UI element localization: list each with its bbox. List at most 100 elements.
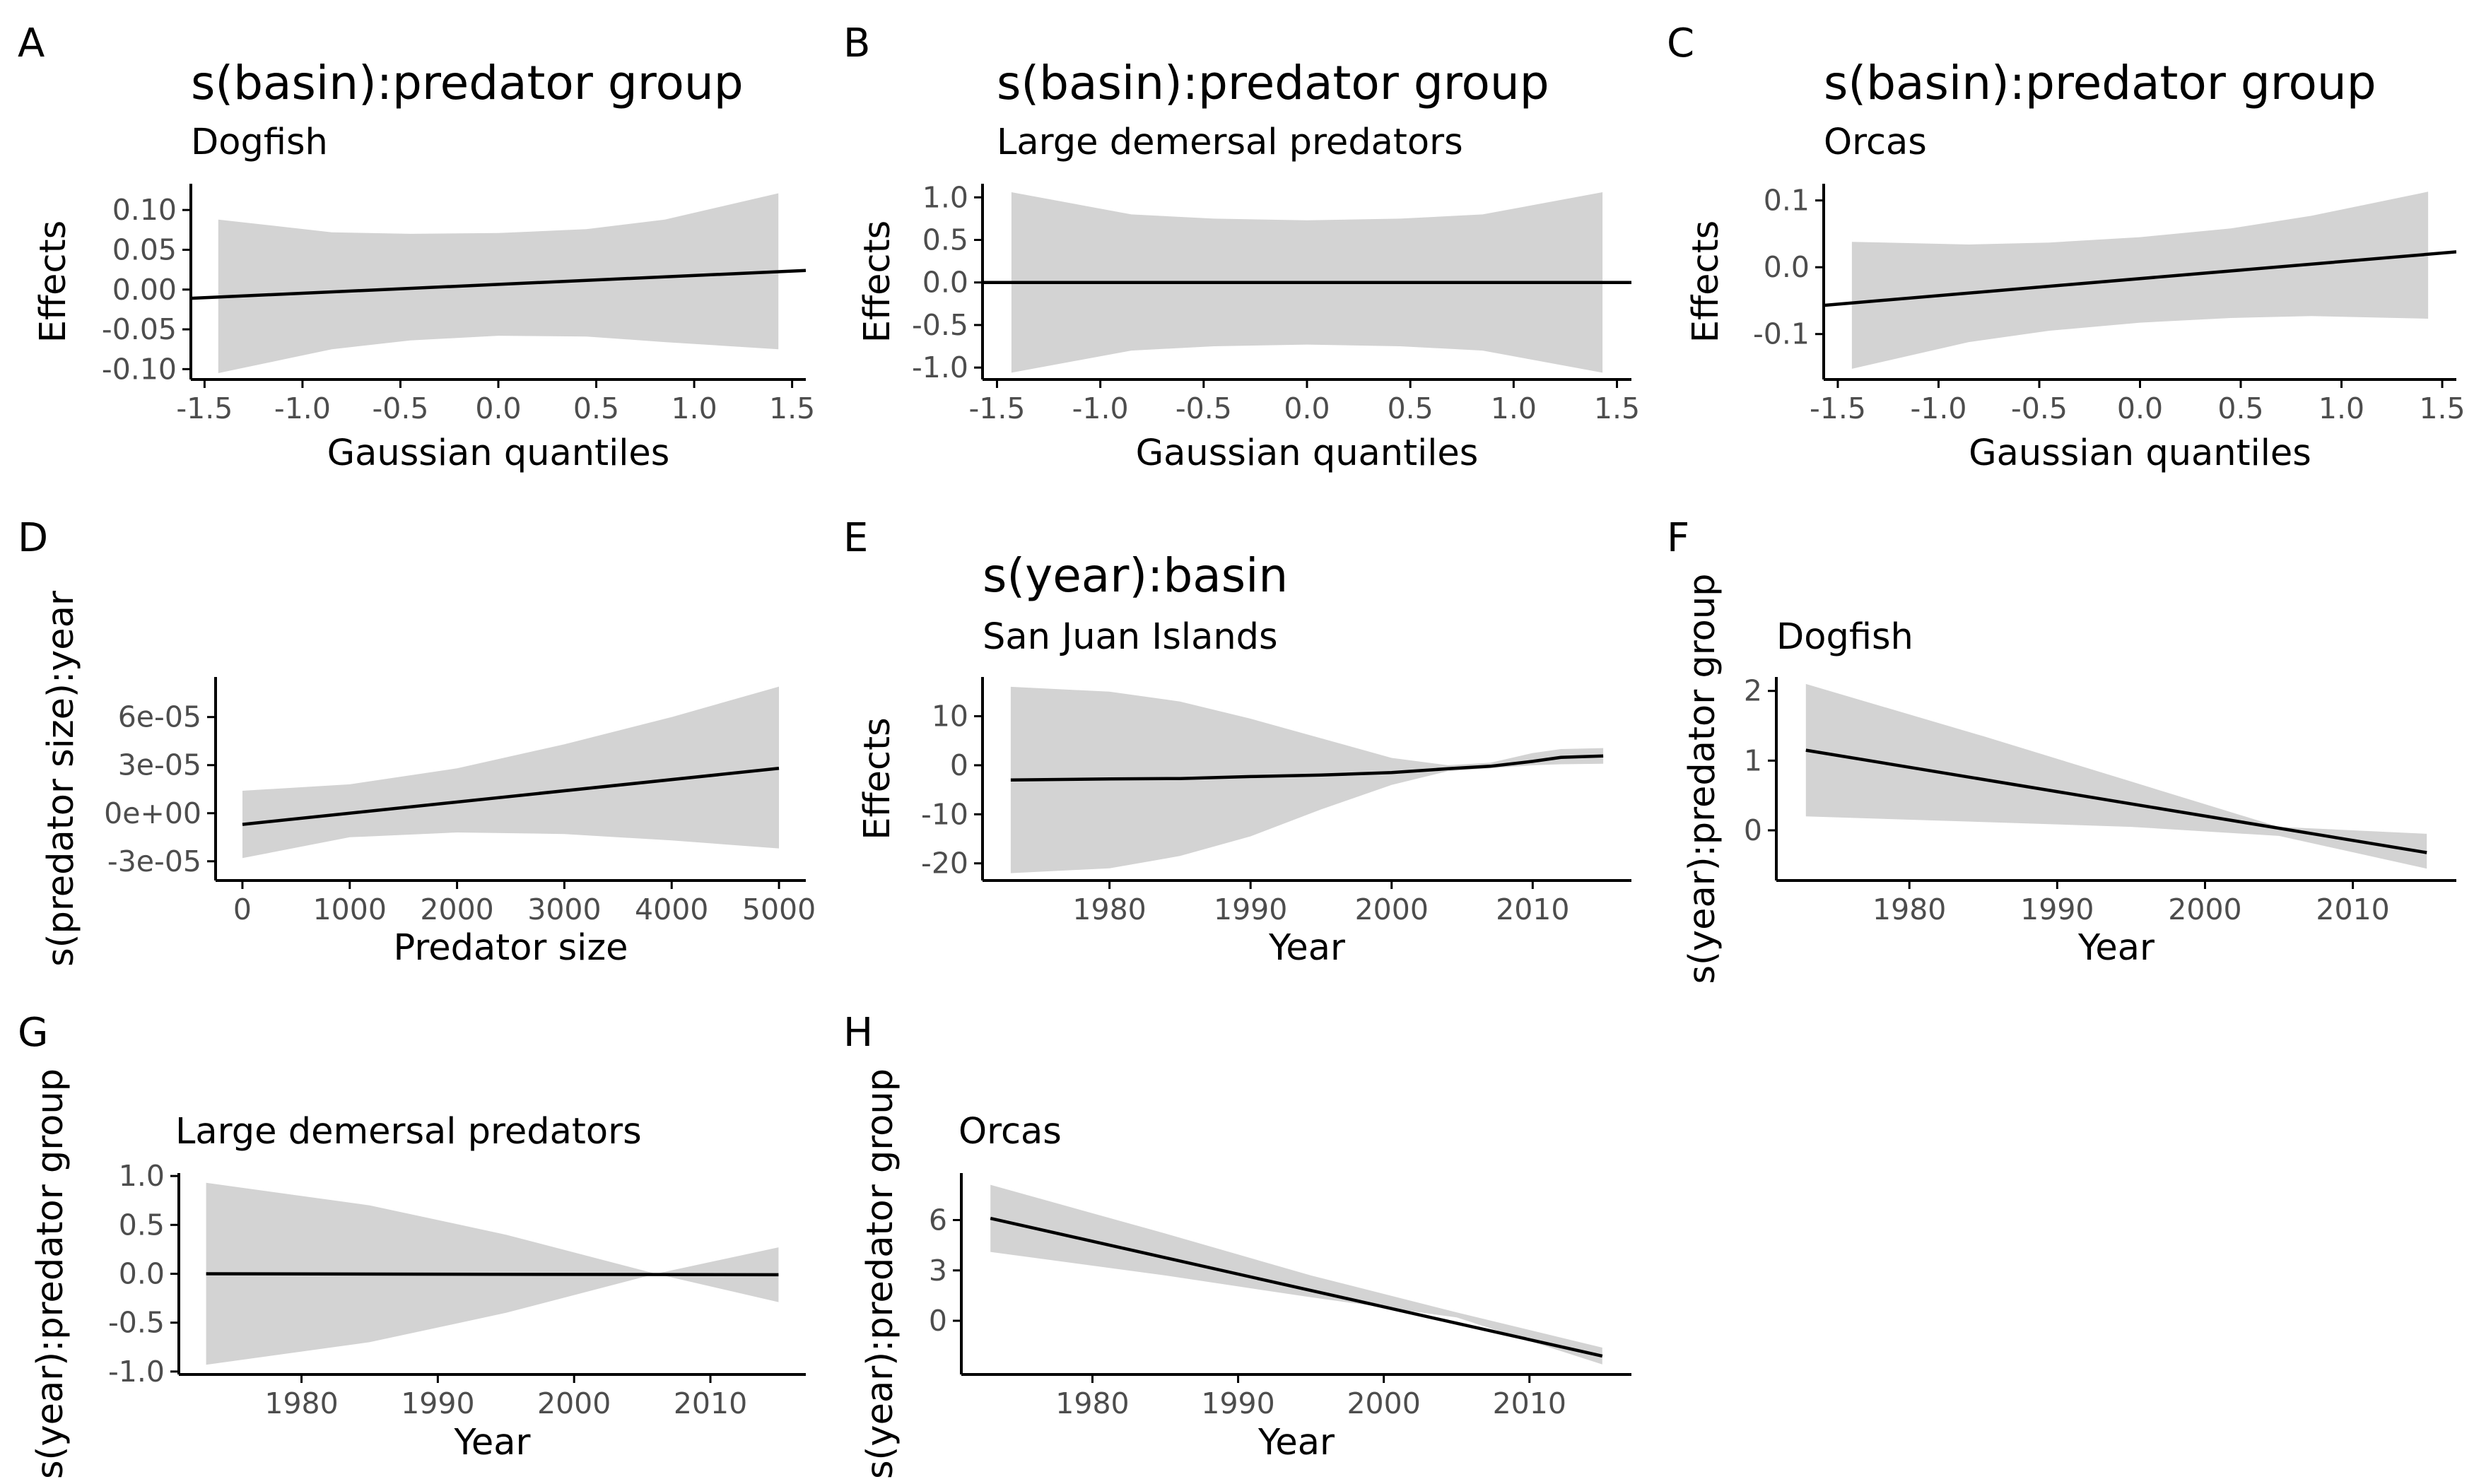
x-axis-label: Gaussian quantiles [327, 432, 670, 474]
y-axis-label: Effects [857, 220, 898, 343]
x-tick-label: 0.5 [1388, 391, 1434, 425]
y-tick-label: 0.5 [922, 223, 968, 257]
panel-tag: A [18, 20, 45, 66]
fitted-line [1824, 250, 2456, 307]
x-tick-label: -0.5 [2011, 391, 2068, 425]
fitted-line [191, 269, 806, 300]
panel-h: H Orcas 1980 1990 2000 2010 0 3 6 Year s(year):pre… [843, 1010, 1631, 1479]
panel-subtitle: Orcas [958, 1111, 1062, 1153]
y-axis-label: s(year):predator group [30, 1068, 71, 1479]
fitted-line [242, 767, 780, 826]
x-tick-label: 2010 [1496, 893, 1569, 926]
x-tick-label: 2010 [2316, 893, 2389, 926]
panel-title: s(year):basin [983, 548, 1288, 603]
panel-tag: B [843, 20, 870, 66]
y-tick-label: 1 [1744, 743, 1762, 777]
x-tick-label: 0.0 [1284, 391, 1330, 425]
y-tick-label: 0e+00 [104, 796, 201, 830]
x-tick-label: 2000 [420, 893, 493, 926]
y-axis-label: Effects [33, 220, 74, 343]
y-tick-label: 0.1 [1764, 184, 1810, 218]
panel-tag: G [18, 1010, 48, 1056]
y-tick-label: 0.0 [922, 266, 968, 300]
x-tick-label: 4000 [635, 893, 708, 926]
x-tick-label: 1980 [1872, 893, 1946, 926]
y-tick-label: 3e-05 [118, 748, 201, 782]
x-tick-label: 2000 [537, 1386, 611, 1420]
panel-tag: E [843, 515, 868, 561]
x-tick-label: 1.0 [2318, 391, 2364, 425]
x-tick-label: -1.0 [1072, 391, 1129, 425]
y-axis-label: s(year):predator group [1682, 573, 1723, 984]
x-axis-label: Predator size [394, 927, 628, 969]
confidence-band [1805, 683, 2427, 869]
fitted-line [1010, 754, 1604, 782]
y-tick-label: -3e-05 [107, 844, 201, 878]
panel-title: s(basin):predator group [997, 56, 1549, 110]
y-axis-label: s(year):predator group [860, 1068, 901, 1479]
panel-subtitle: Large demersal predators [997, 122, 1463, 163]
fitted-line [206, 1272, 779, 1277]
panel-f: F Dogfish 1980 1990 2000 2010 0 1 2 Year s(year):p… [1667, 515, 2456, 984]
x-tick-label: 1.0 [671, 391, 717, 425]
x-tick-label: 2000 [1355, 893, 1429, 926]
x-tick-label: -1.5 [176, 391, 233, 425]
y-tick-label: -0.5 [108, 1306, 165, 1340]
panel-title: s(basin):predator group [191, 56, 744, 110]
x-tick-label: 1000 [313, 893, 387, 926]
y-tick-label: 0.0 [1764, 250, 1810, 284]
y-tick-label: -10 [921, 797, 968, 831]
x-tick-label: -0.5 [372, 391, 428, 425]
x-axis-label: Year [2077, 927, 2155, 969]
confidence-band [1010, 686, 1604, 873]
x-axis-label: Year [1268, 927, 1345, 969]
confidence-band [242, 686, 779, 859]
panel-tag: D [18, 515, 48, 561]
x-tick-label: 0.5 [573, 391, 619, 425]
confidence-band [1851, 192, 2429, 369]
x-tick-label: 0.5 [2217, 391, 2263, 425]
y-tick-label: -0.5 [912, 308, 968, 342]
confidence-band [990, 1184, 1602, 1365]
panel-d: D 0 1000 2000 3000 4000 5000 -3e-05 0e+00 3e-05 6e… [18, 515, 816, 969]
x-tick-label: 2010 [674, 1386, 747, 1420]
panel-title: s(basin):predator group [1824, 56, 2376, 110]
panel-c: Cs(basin):predator group Orcas -1.5 -1.0 -0.… [1667, 20, 2466, 474]
panel-subtitle: Dogfish [191, 122, 328, 163]
x-tick-label: 1990 [1214, 893, 1287, 926]
x-axis-label: Year [454, 1422, 531, 1464]
x-tick-label: 2010 [1493, 1386, 1566, 1420]
y-tick-label: 10 [932, 700, 968, 734]
x-tick-label: -1.5 [968, 391, 1025, 425]
y-tick-label: 0.10 [112, 193, 177, 227]
y-tick-label: 1.0 [119, 1159, 165, 1193]
y-tick-label: 0 [929, 1304, 947, 1338]
x-axis-label: Gaussian quantiles [1969, 432, 2311, 474]
x-tick-label: 1.5 [1594, 391, 1640, 425]
x-tick-label: 3000 [527, 893, 601, 926]
panel-tag: H [843, 1010, 873, 1056]
y-axis-label: Effects [1685, 220, 1727, 343]
x-tick-label: 0 [233, 893, 252, 926]
x-tick-label: 2000 [1347, 1386, 1420, 1420]
y-tick-label: -20 [921, 847, 968, 881]
x-tick-label: 1.5 [2419, 391, 2465, 425]
x-tick-label: -1.5 [1810, 391, 1866, 425]
y-tick-label: -0.10 [102, 352, 177, 386]
y-tick-label: -0.05 [102, 312, 177, 346]
x-tick-label: 0.0 [475, 391, 521, 425]
x-tick-label: 1980 [264, 1386, 338, 1420]
x-tick-label: 1980 [1072, 893, 1146, 926]
panel-subtitle: Large demersal predators [175, 1111, 642, 1153]
panel-e: Es(year):basin San Juan Islands 1980 1990 20… [843, 515, 1631, 969]
panel-b: Bs(basin):predator group Large demersal p… [843, 20, 1640, 474]
x-tick-label: -1.0 [1910, 391, 1966, 425]
panel-subtitle: Dogfish [1776, 616, 1913, 658]
x-tick-label: 1990 [401, 1386, 474, 1420]
y-tick-label: 2 [1744, 674, 1762, 708]
x-tick-label: 1.5 [769, 391, 815, 425]
panel-tag: C [1667, 20, 1694, 66]
panel-a: As(basin):predator group Dogfish -1.5 -1.0 -… [18, 20, 815, 474]
y-tick-label: -0.1 [1753, 317, 1810, 351]
